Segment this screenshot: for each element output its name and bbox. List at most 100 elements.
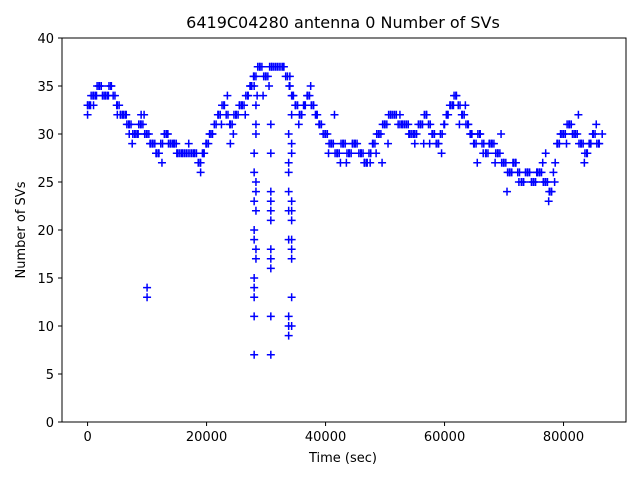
x-axis-label: Time (sec) [308,451,377,466]
data-point [583,149,592,158]
data-point [495,149,504,158]
data-point [250,197,259,206]
data-point [485,139,494,148]
data-point [514,178,523,186]
data-point [287,254,296,263]
data-point [434,139,443,148]
data-point [330,110,339,119]
data-point [467,130,476,138]
data-point [541,149,550,158]
data-point [503,187,512,196]
x-tick-label: 60000 [424,430,465,445]
data-point [115,101,124,110]
data-point [455,120,464,129]
data-point [228,120,237,129]
data-point [348,139,357,148]
x-axis: 0 20000 40000 60000 80000 [83,422,584,445]
data-point [196,158,205,167]
data-point [395,110,404,119]
data-point [97,82,106,90]
data-point [169,139,178,148]
data-point [287,110,296,119]
data-point [294,120,303,129]
data-point [134,130,143,138]
data-point [152,149,160,158]
data-point [251,187,260,196]
data-point [449,101,458,110]
data-point [347,149,356,158]
data-point [250,283,259,292]
data-point [250,293,259,302]
data-point [251,254,260,263]
data-point [591,130,600,138]
data-point [287,206,296,215]
data-point [288,91,297,100]
data-point [580,158,589,167]
data-point [251,101,260,110]
data-point [335,149,344,158]
data-point [287,216,296,225]
data-point [508,158,517,167]
data-point [452,91,461,100]
data-point [266,187,275,196]
data-point [551,158,560,167]
data-point [568,130,577,138]
data-point [143,293,152,302]
data-point [425,139,434,148]
y-tick-label: 15 [37,272,54,287]
data-point [574,110,583,119]
data-point [323,130,332,138]
data-point [341,139,350,148]
data-point [284,331,293,340]
chart-title: 6419C04280 antenna 0 Number of SVs [186,13,500,32]
data-point [287,149,296,158]
data-point [555,139,564,148]
data-point [125,130,134,138]
data-point [205,130,214,138]
data-point [251,130,260,138]
data-point [266,350,275,359]
data-point [226,139,235,148]
data-point [251,72,260,81]
data-point [384,139,393,148]
y-axis: 0 5 10 15 20 25 30 35 40 [37,32,62,431]
y-tick-label: 30 [37,128,54,143]
data-point [300,101,309,110]
data-point [342,158,351,167]
data-point [140,110,149,119]
x-tick-label: 80000 [543,430,584,445]
data-point [376,130,385,138]
data-point [259,91,268,100]
data-point [443,110,452,119]
data-point [265,82,274,90]
data-point [497,130,506,138]
data-point [184,139,193,148]
data-point [266,149,275,158]
y-tick-label: 10 [37,320,54,335]
data-point [279,62,288,71]
x-tick-label: 40000 [305,430,346,445]
data-point [285,82,294,90]
x-tick-label: 0 [83,430,91,445]
data-point [473,158,482,167]
data-point [244,91,253,100]
data-point [544,197,553,206]
data-point [317,120,326,129]
data-point [146,139,155,148]
data-point [263,72,272,81]
data-point [525,168,534,177]
data-point [287,322,296,330]
data-point [257,62,266,71]
data-point [241,110,250,119]
y-tick-label: 0 [46,416,54,431]
data-point [250,350,259,359]
data-points [83,62,607,359]
y-tick-label: 35 [37,80,54,95]
data-point [284,168,293,177]
data-point [329,139,338,148]
data-point [89,101,98,110]
data-point [229,130,238,138]
data-point [370,139,379,148]
data-point [464,120,473,129]
data-point [438,130,447,138]
